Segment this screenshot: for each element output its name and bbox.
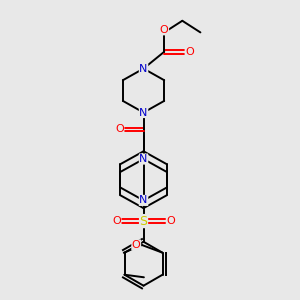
Text: O: O: [166, 216, 175, 226]
Text: S: S: [140, 214, 148, 228]
Text: O: O: [160, 25, 169, 35]
Text: N: N: [140, 107, 148, 118]
Text: O: O: [112, 216, 121, 226]
Text: N: N: [140, 195, 148, 206]
Text: N: N: [140, 64, 148, 74]
Text: O: O: [185, 47, 194, 57]
Text: N: N: [140, 154, 148, 164]
Text: O: O: [115, 124, 124, 134]
Text: O: O: [132, 240, 141, 250]
